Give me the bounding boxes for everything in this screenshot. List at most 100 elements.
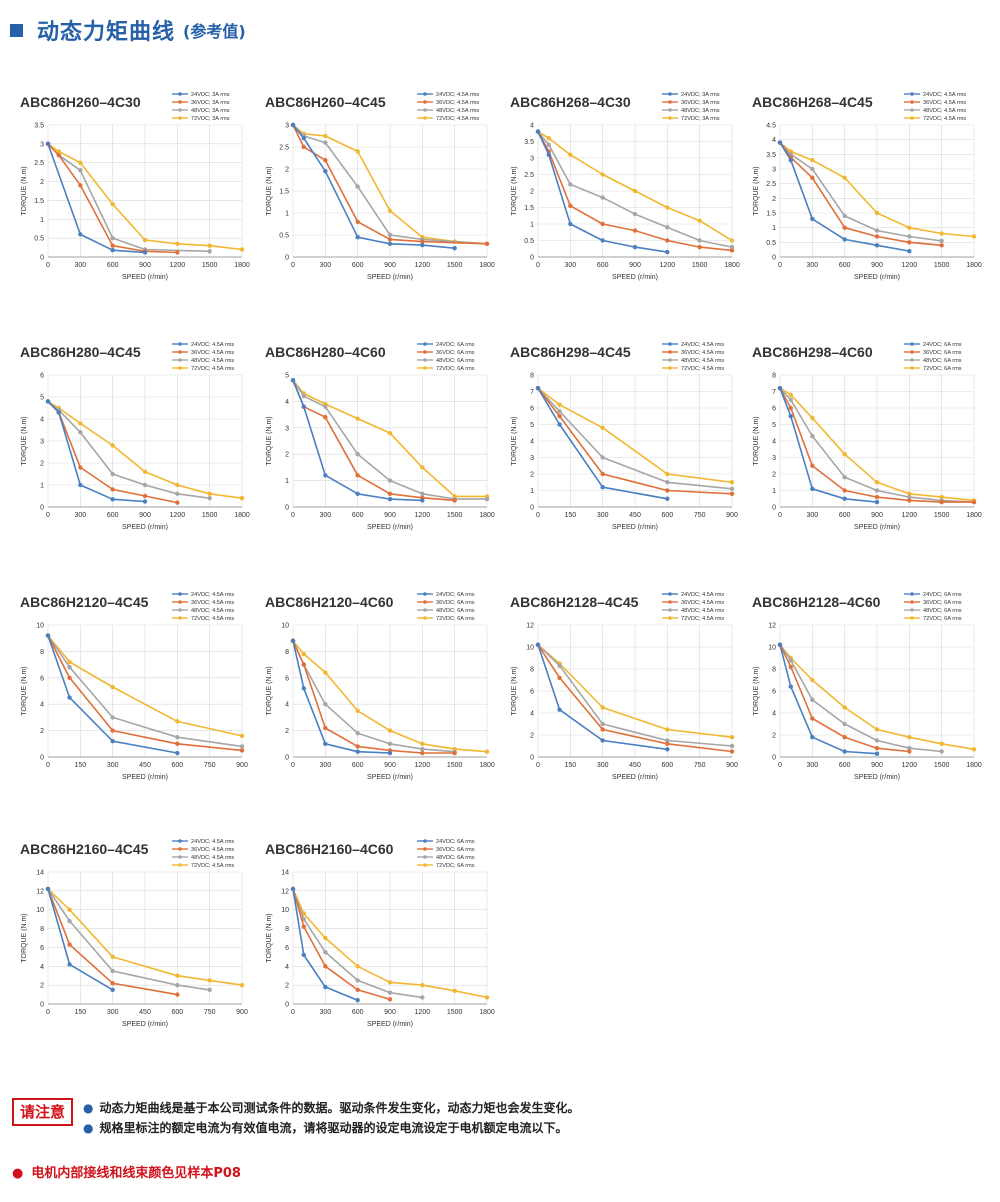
legend-marker: [423, 358, 427, 362]
x-tick-label: 600: [839, 512, 851, 519]
data-point: [729, 244, 735, 250]
y-tick-label: 2.5: [524, 172, 534, 179]
data-point: [323, 473, 328, 478]
y-tick-label: 1: [772, 488, 776, 495]
data-point: [239, 744, 245, 749]
x-tick-label: 300: [806, 262, 818, 269]
data-point: [810, 716, 815, 721]
data-point: [697, 238, 702, 243]
legend-marker: [910, 358, 914, 362]
data-point: [387, 232, 393, 238]
notice-badge: 请注意: [12, 1098, 74, 1126]
y-tick-label: 0: [40, 255, 44, 262]
x-tick-label: 600: [597, 262, 609, 269]
data-point: [301, 662, 306, 667]
legend-marker: [668, 608, 672, 612]
y-tick-label: 2: [772, 472, 776, 479]
data-point: [45, 886, 51, 892]
data-point: [484, 241, 490, 246]
y-tick-label: 0: [530, 505, 534, 512]
data-point: [207, 249, 212, 254]
legend-marker: [178, 100, 182, 104]
y-tick-label: 1: [285, 478, 289, 485]
x-tick-label: 600: [171, 1009, 183, 1016]
data-point: [568, 152, 573, 157]
data-point: [78, 430, 83, 435]
chart-title: ABC86H280–4C60: [265, 344, 386, 360]
chart-svg: ABC86H268–4C30 0 0.5 1 1.5 2 2.5 3 3.5 4 0 300 600 90…: [510, 92, 740, 281]
data-point: [452, 750, 457, 756]
x-tick-label: 900: [384, 762, 396, 769]
legend-marker: [423, 855, 427, 859]
x-axis-label: SPEED (r/min): [612, 274, 658, 281]
data-point: [939, 243, 944, 248]
data-point: [810, 735, 815, 740]
data-point: [557, 402, 562, 407]
page-title: 动态力矩曲线: [37, 20, 176, 45]
x-tick-label: 450: [629, 512, 641, 519]
data-point: [665, 488, 670, 493]
y-tick-label: 8: [772, 373, 776, 380]
data-point: [175, 250, 180, 255]
x-tick-label: 300: [319, 1009, 331, 1016]
y-tick-label: 0: [530, 255, 534, 262]
x-tick-label: 1800: [234, 512, 250, 519]
data-point: [323, 140, 328, 145]
x-tick-label: 600: [352, 1009, 364, 1016]
chart-panel: ABC86H260–4C45 0 0.5 1 1.5 2 2.5 3 0 300 600 900 120…: [253, 85, 498, 300]
y-axis-label: TORQUE (N.m): [266, 416, 273, 465]
legend-marker: [423, 92, 427, 96]
data-point: [939, 749, 944, 754]
chart-panel: ABC86H298–4C60 0 1 2 3 4 5 6 7 8 0 300 600 900 1200 150…: [740, 335, 985, 550]
data-point: [546, 152, 551, 157]
y-tick-label: 4: [285, 702, 289, 709]
series-line: [292, 888, 488, 999]
data-point: [67, 665, 72, 670]
data-point: [557, 707, 562, 712]
y-tick-label: 6: [772, 406, 776, 413]
y-axis-label: TORQUE (N.m): [511, 166, 518, 215]
data-point: [907, 735, 912, 740]
legend-label: 48VDC; 6A rms: [436, 608, 475, 614]
legend-label: 72VDC; 4.5A rms: [191, 616, 234, 622]
y-tick-label: 2: [772, 196, 776, 203]
data-point: [239, 247, 245, 252]
y-axis-label: TORQUE (N.m): [21, 666, 28, 715]
x-tick-label: 150: [564, 762, 576, 769]
data-point: [420, 465, 425, 470]
y-tick-label: 6: [40, 373, 44, 380]
series-line: [47, 143, 243, 251]
notice-lines: ● 动态力矩曲线是基于本公司测试条件的数据。驱动条件发生变化，动态力矩也会发生变化…: [83, 1098, 580, 1138]
x-tick-label: 600: [171, 762, 183, 769]
data-point: [323, 158, 328, 163]
data-point: [810, 697, 815, 702]
data-point: [729, 491, 735, 496]
y-tick-label: 5: [530, 422, 534, 429]
series-line: [537, 131, 733, 252]
data-point: [600, 195, 605, 200]
footer-text: 电机内部接线和线束颜色见样本P08: [31, 1166, 241, 1181]
y-tick-label: 10: [281, 623, 289, 630]
legend-marker: [910, 350, 914, 354]
y-axis-label: TORQUE (N.m): [753, 166, 760, 215]
y-tick-label: 3: [772, 455, 776, 462]
data-point: [45, 141, 51, 147]
data-point: [874, 234, 880, 239]
data-point: [355, 978, 360, 983]
y-tick-label: 8: [285, 649, 289, 656]
y-tick-label: 1: [40, 217, 44, 224]
data-point: [387, 241, 393, 246]
data-point: [907, 494, 912, 500]
data-point: [290, 122, 296, 128]
legend-marker: [423, 863, 427, 867]
data-point: [355, 744, 360, 749]
x-axis-label: SPEED (r/min): [367, 274, 413, 281]
legend-marker: [910, 108, 914, 112]
data-point: [290, 638, 296, 644]
data-point: [484, 749, 490, 754]
data-point: [535, 386, 541, 391]
data-point: [665, 496, 670, 501]
data-point: [175, 719, 180, 724]
legend-label: 24VDC; 4.5A rms: [681, 342, 724, 348]
y-tick-label: 10: [36, 907, 44, 914]
